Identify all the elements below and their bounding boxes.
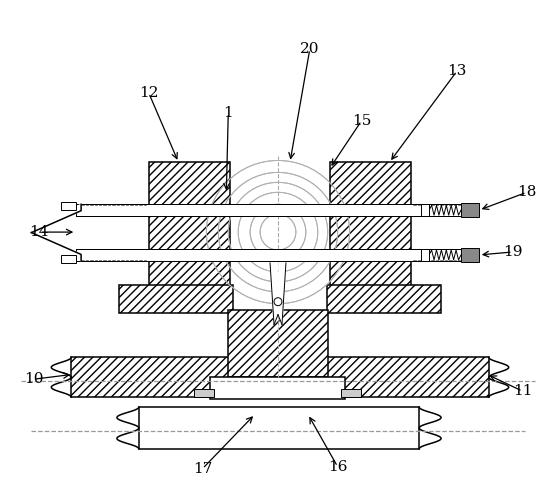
Text: 17: 17 bbox=[193, 462, 212, 476]
Text: 14: 14 bbox=[29, 225, 49, 239]
Text: 11: 11 bbox=[513, 384, 533, 398]
Bar bbox=[76, 249, 464, 261]
Bar bbox=[461, 248, 479, 262]
Bar bbox=[61, 202, 76, 210]
Bar bbox=[119, 285, 234, 312]
Text: 15: 15 bbox=[352, 114, 371, 127]
Bar bbox=[229, 310, 327, 377]
Text: 1: 1 bbox=[224, 106, 233, 120]
Circle shape bbox=[205, 159, 351, 306]
Text: 12: 12 bbox=[139, 86, 158, 100]
Bar bbox=[76, 204, 464, 216]
Text: 18: 18 bbox=[517, 186, 537, 199]
Bar bbox=[341, 389, 360, 397]
Polygon shape bbox=[270, 263, 286, 324]
Bar bbox=[421, 249, 429, 261]
Bar bbox=[195, 389, 215, 397]
Bar bbox=[421, 204, 429, 216]
Bar bbox=[210, 377, 345, 399]
Text: 19: 19 bbox=[503, 245, 523, 259]
Circle shape bbox=[274, 298, 282, 306]
Polygon shape bbox=[31, 233, 81, 261]
Text: 20: 20 bbox=[300, 42, 320, 56]
Text: 16: 16 bbox=[328, 460, 348, 474]
Bar bbox=[139, 407, 419, 449]
Text: 10: 10 bbox=[23, 372, 43, 386]
Bar bbox=[330, 163, 411, 290]
Bar bbox=[461, 203, 479, 217]
Bar bbox=[327, 285, 441, 312]
Polygon shape bbox=[31, 204, 81, 233]
Bar bbox=[61, 255, 76, 263]
Bar bbox=[71, 358, 489, 397]
Text: 13: 13 bbox=[448, 64, 466, 78]
Bar bbox=[148, 163, 230, 290]
